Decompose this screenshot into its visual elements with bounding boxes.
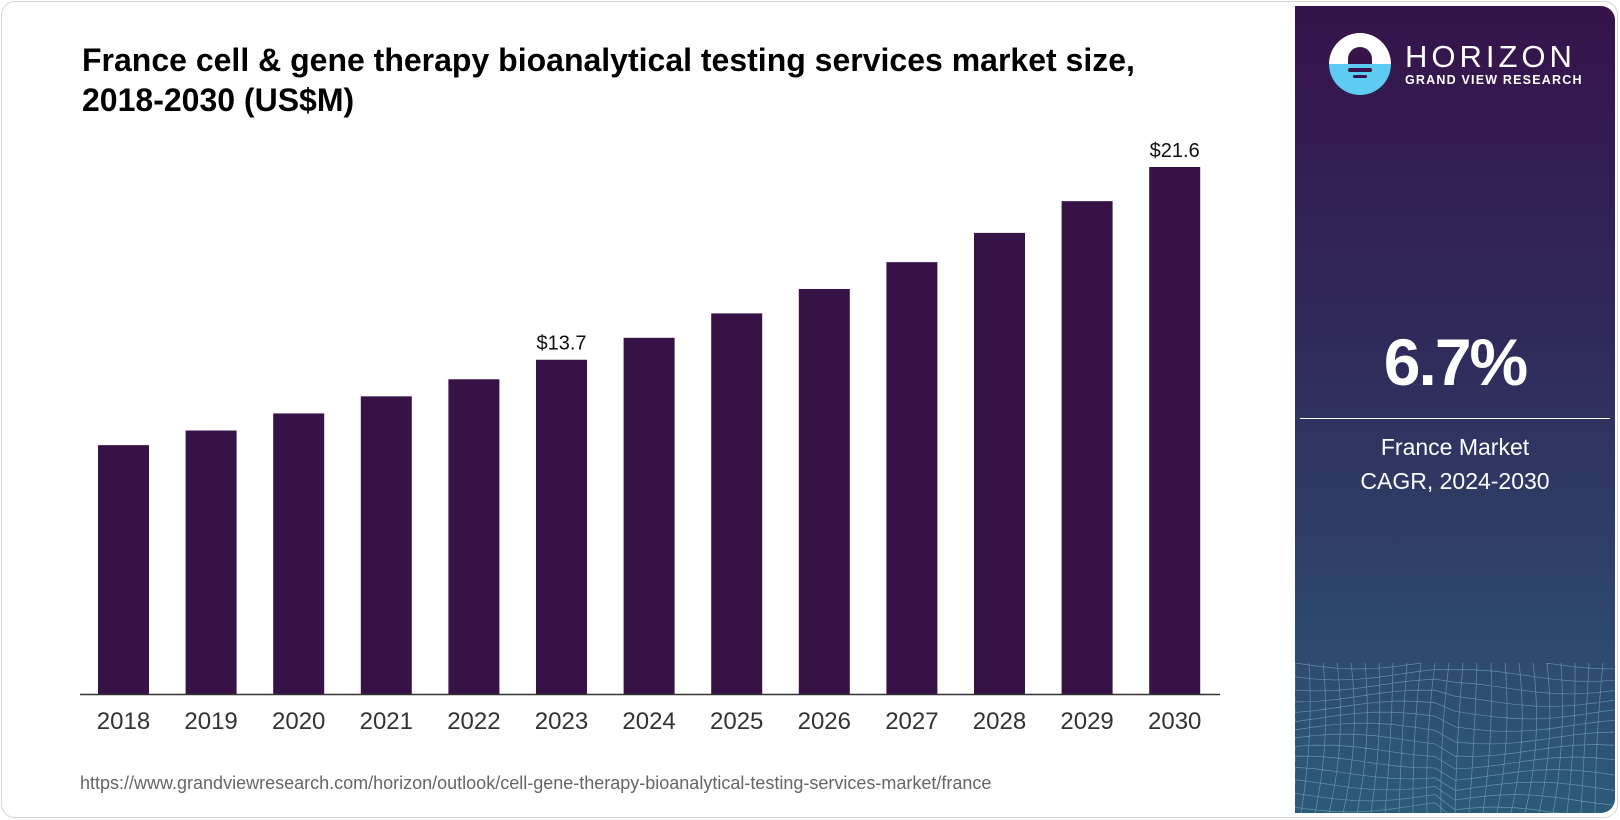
cagr-value: 6.7% (1383, 325, 1528, 399)
data-label: $13.7 (536, 333, 586, 355)
bar-2022 (448, 379, 500, 694)
data-label: $21.6 (1150, 140, 1200, 162)
x-tick-label: 2029 (1060, 708, 1113, 735)
horizon-logo: HORIZON GRAND VIEW RESEARCH (1329, 33, 1583, 95)
bar-2023 (536, 359, 587, 694)
divider (1300, 418, 1610, 419)
bar-2025 (711, 313, 763, 694)
bar-2029 (1061, 201, 1113, 694)
x-tick-label: 2021 (360, 708, 413, 735)
bar-2026 (798, 288, 850, 694)
bar-2018 (98, 445, 149, 694)
cagr-label-line2: CAGR, 2024-2030 (1360, 468, 1550, 494)
x-tick-label: 2018 (97, 708, 150, 735)
bar-2028 (974, 232, 1025, 694)
x-tick-label: 2027 (885, 708, 938, 735)
cagr-label: France Market CAGR, 2024-2030 (1295, 430, 1615, 498)
bar-2020 (273, 413, 325, 694)
chart-title: France cell & gene therapy bioanalytical… (82, 42, 1135, 118)
horizon-logo-icon (1329, 33, 1391, 95)
bar-2021 (360, 396, 412, 694)
cagr-label-line1: France Market (1380, 434, 1530, 460)
bar-chart: 2018 2019 2020 2021 2022 2023 $13.7 2024 2025 202… (80, 140, 1220, 735)
bar-2024 (623, 337, 675, 694)
bar-2030 (1149, 167, 1201, 694)
source-url[interactable]: https://www.grandviewresearch.com/horizo… (80, 773, 992, 793)
x-tick-label: 2023 (535, 708, 588, 735)
bar-2027 (886, 262, 938, 694)
bar-2019 (185, 430, 237, 694)
side-panel: HORIZON GRAND VIEW RESEARCH 6.7% France … (1295, 6, 1615, 813)
x-tick-label: 2020 (272, 708, 325, 735)
x-tick-label: 2024 (622, 708, 675, 735)
x-tick-label: 2028 (973, 708, 1026, 735)
x-tick-label: 2030 (1148, 708, 1201, 735)
x-tick-label: 2025 (710, 708, 763, 735)
mesh-decoration (1295, 663, 1615, 813)
x-tick-label: 2026 (798, 708, 851, 735)
x-tick-label: 2022 (447, 708, 500, 735)
x-tick-label: 2019 (184, 708, 237, 735)
brand-subtitle: GRAND VIEW RESEARCH (1405, 73, 1583, 87)
brand-name: HORIZON (1405, 39, 1576, 74)
